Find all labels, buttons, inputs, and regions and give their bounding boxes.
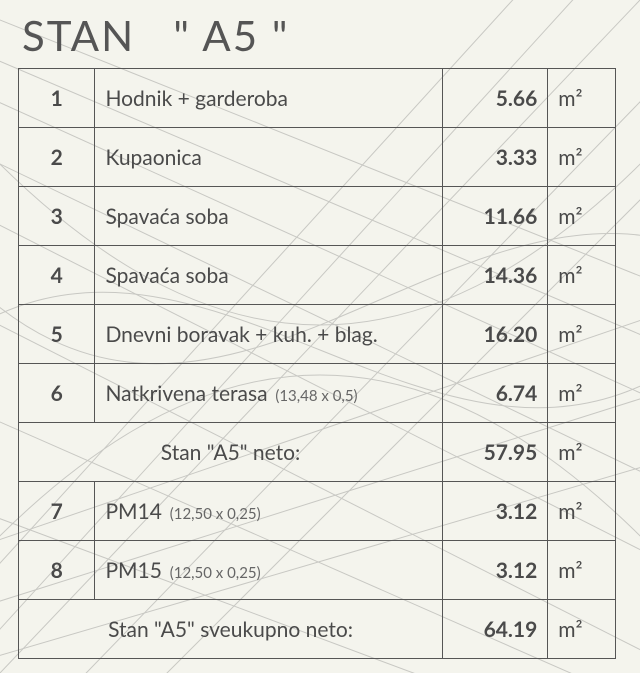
area-unit: m² bbox=[548, 128, 616, 187]
area-unit: m² bbox=[548, 69, 616, 128]
room-number: 6 bbox=[19, 364, 95, 423]
room-name-text: PM14 bbox=[105, 499, 161, 524]
room-name-text: Kupaonica bbox=[105, 145, 201, 170]
room-name: Natkrivena terasa (13,48 x 0,5) bbox=[95, 364, 443, 423]
table-row: Stan "A5" neto:57.95m² bbox=[19, 423, 616, 482]
room-note: (12,50 x 0,25) bbox=[166, 564, 261, 582]
area-value: 6.74 bbox=[443, 364, 548, 423]
page-title: STAN " A5 " bbox=[22, 10, 622, 60]
area-unit: m² bbox=[548, 364, 616, 423]
area-value: 3.33 bbox=[443, 128, 548, 187]
area-unit: m² bbox=[548, 541, 616, 600]
table-row: Stan "A5" sveukupno neto:64.19m² bbox=[19, 600, 616, 659]
page-container: STAN " A5 " 1Hodnik + garderoba5.66m²2Ku… bbox=[0, 0, 640, 673]
area-value: 57.95 bbox=[443, 423, 548, 482]
room-number: 1 bbox=[19, 69, 95, 128]
room-name-text: PM15 bbox=[105, 558, 161, 583]
table-row: 3 Spavaća soba 11.66m² bbox=[19, 187, 616, 246]
table-row: 5 Dnevni boravak + kuh. + blag. 16.20m² bbox=[19, 305, 616, 364]
table-row: 7PM14 (12,50 x 0,25)3.12m² bbox=[19, 482, 616, 541]
room-note: (13,48 x 0,5) bbox=[272, 387, 358, 405]
room-name-text: Spavaća soba bbox=[105, 204, 228, 229]
room-name: Hodnik + garderoba bbox=[95, 69, 443, 128]
area-value: 14.36 bbox=[443, 246, 548, 305]
table-row: 4 Spavaća soba 14.36m² bbox=[19, 246, 616, 305]
area-value: 11.66 bbox=[443, 187, 548, 246]
area-unit: m² bbox=[548, 246, 616, 305]
rooms-table: 1Hodnik + garderoba5.66m²2Kupaonica3.33m… bbox=[18, 68, 616, 659]
room-name-text: Dnevni boravak + kuh. + blag. bbox=[105, 322, 377, 347]
room-note: (12,50 x 0,25) bbox=[166, 505, 261, 523]
room-number: 2 bbox=[19, 128, 95, 187]
table-row: 2 Kupaonica 3.33m² bbox=[19, 128, 616, 187]
room-number: 4 bbox=[19, 246, 95, 305]
room-name-text: Natkrivena terasa bbox=[105, 381, 267, 406]
room-name-text: Hodnik + garderoba bbox=[105, 86, 288, 111]
room-number: 3 bbox=[19, 187, 95, 246]
room-name-text: Spavaća soba bbox=[105, 263, 228, 288]
room-name: Kupaonica bbox=[95, 128, 443, 187]
room-number: 8 bbox=[19, 541, 95, 600]
subtotal-label: Stan "A5" neto: bbox=[19, 423, 443, 482]
room-name: PM15 (12,50 x 0,25) bbox=[95, 541, 443, 600]
room-name: Spavaća soba bbox=[95, 246, 443, 305]
table-row: 8PM15 (12,50 x 0,25)3.12m² bbox=[19, 541, 616, 600]
room-name: Spavaća soba bbox=[95, 187, 443, 246]
area-unit: m² bbox=[548, 305, 616, 364]
area-unit: m² bbox=[548, 187, 616, 246]
area-unit: m² bbox=[548, 600, 616, 659]
area-value: 3.12 bbox=[443, 541, 548, 600]
area-value: 16.20 bbox=[443, 305, 548, 364]
area-value: 5.66 bbox=[443, 69, 548, 128]
area-unit: m² bbox=[548, 423, 616, 482]
rooms-table-body: 1Hodnik + garderoba5.66m²2Kupaonica3.33m… bbox=[19, 69, 616, 659]
total-label: Stan "A5" sveukupno neto: bbox=[19, 600, 443, 659]
room-number: 7 bbox=[19, 482, 95, 541]
area-value: 3.12 bbox=[443, 482, 548, 541]
area-value: 64.19 bbox=[443, 600, 548, 659]
room-number: 5 bbox=[19, 305, 95, 364]
room-name: PM14 (12,50 x 0,25) bbox=[95, 482, 443, 541]
room-name: Dnevni boravak + kuh. + blag. bbox=[95, 305, 443, 364]
table-row: 1 Hodnik + garderoba 5.66m² bbox=[19, 69, 616, 128]
area-unit: m² bbox=[548, 482, 616, 541]
table-row: 6Natkrivena terasa (13,48 x 0,5)6.74m² bbox=[19, 364, 616, 423]
